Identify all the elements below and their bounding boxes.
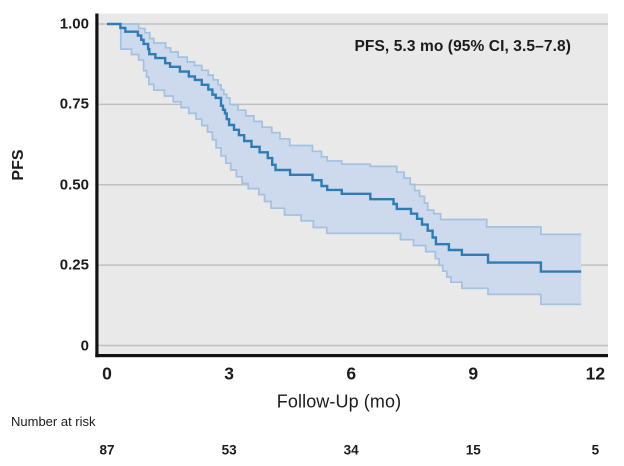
x-tick-label-9: 9 xyxy=(468,363,479,384)
risk-count-3mo: 53 xyxy=(221,442,237,457)
risk-count-9mo: 15 xyxy=(465,442,481,457)
y-tick-label-0: 0 xyxy=(80,337,89,354)
number-at-risk-header: Number at risk xyxy=(11,414,96,429)
risk-count-6mo: 34 xyxy=(343,442,359,457)
confidence-band xyxy=(107,24,582,305)
y-tick-label-0.50: 0.50 xyxy=(59,176,89,194)
y-tick-label-0.75: 0.75 xyxy=(59,95,89,113)
x-axis-line xyxy=(95,354,609,358)
y-axis-title: PFS xyxy=(10,149,27,181)
km-curve xyxy=(107,22,582,273)
risk-count-12mo: 5 xyxy=(591,442,600,457)
x-tick-label-3: 3 xyxy=(224,363,234,384)
ci-upper-line xyxy=(107,23,582,236)
ci-lower-line xyxy=(107,23,582,306)
y-tick-label-1.00: 1.00 xyxy=(59,15,89,33)
y-tick-label-0.25: 0.25 xyxy=(59,256,89,274)
y-axis-line xyxy=(95,13,99,358)
risk-count-0mo: 87 xyxy=(99,442,115,457)
x-tick-label-12: 12 xyxy=(585,363,606,384)
x-tick-label-0: 0 xyxy=(102,363,112,384)
median-pfs-annotation: PFS, 5.3 mo (95% CI, 3.5–7.8) xyxy=(354,38,571,55)
x-tick-label-6: 6 xyxy=(346,363,357,384)
x-axis-title: Follow-Up (mo) xyxy=(276,391,402,411)
